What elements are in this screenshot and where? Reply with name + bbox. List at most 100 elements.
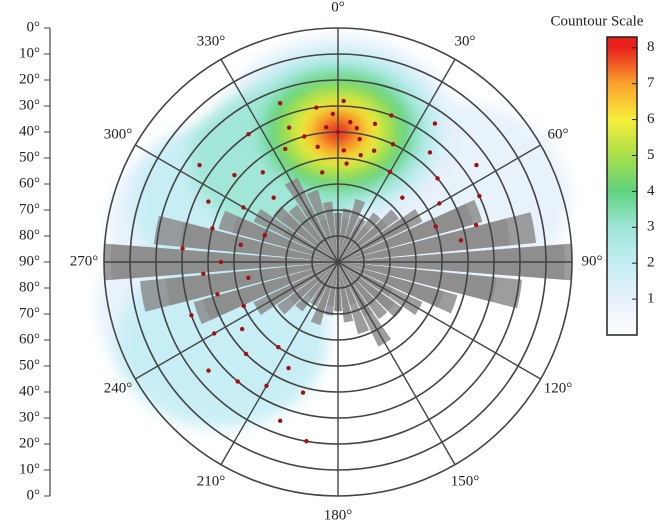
point: [348, 119, 353, 125]
point: [315, 144, 320, 149]
y-tick-label: 40°: [19, 123, 40, 139]
angle-label: 60°: [547, 126, 568, 142]
point: [371, 148, 377, 153]
point: [246, 275, 251, 281]
y-tick-label: 0°: [27, 487, 41, 503]
point: [324, 125, 329, 130]
point: [210, 226, 215, 231]
point: [335, 129, 341, 135]
point: [286, 125, 292, 130]
point: [389, 113, 394, 118]
point: [300, 390, 306, 395]
angle-label: 120°: [544, 380, 573, 396]
rose-bar: [324, 208, 338, 262]
y-tick-label: 80°: [19, 279, 40, 295]
point: [246, 132, 251, 137]
point: [239, 326, 245, 332]
angle-label: 210°: [197, 473, 226, 489]
y-tick-label: 40°: [19, 383, 40, 399]
point: [319, 170, 325, 175]
y-tick-label: 30°: [19, 97, 40, 113]
rose-bar: [280, 212, 338, 262]
point: [390, 141, 396, 147]
point: [330, 111, 336, 117]
y-tick-label: 60°: [19, 331, 40, 347]
angle-label: 150°: [451, 473, 480, 489]
rose-bar: [324, 262, 338, 316]
rose-bar: [319, 219, 338, 262]
y-tick-label: 50°: [19, 149, 40, 165]
rose-bar: [153, 215, 338, 262]
point-layer: [180, 98, 482, 444]
rose-bar: [338, 203, 474, 262]
point: [286, 365, 291, 371]
rose-bar: [338, 262, 357, 305]
point: [189, 313, 194, 318]
point: [277, 418, 283, 424]
spoke: [337, 59, 456, 263]
rose-bar: [306, 262, 338, 299]
point: [235, 379, 240, 384]
point: [458, 238, 464, 243]
point: [211, 331, 217, 336]
point: [197, 162, 202, 168]
point: [400, 195, 405, 200]
spoke: [135, 144, 339, 263]
rose-bar: [202, 262, 338, 321]
rose-bar: [338, 262, 352, 316]
point: [260, 170, 265, 175]
rose-bar: [300, 218, 338, 262]
y-tick-label: 30°: [19, 409, 40, 425]
grid-layer: [49, 27, 573, 497]
point: [180, 246, 185, 251]
rose-bar: [338, 262, 523, 309]
colorbar-tick-label: 6: [647, 111, 655, 127]
rose-bar: [253, 208, 338, 262]
colorbar: [606, 36, 638, 336]
point: [276, 344, 281, 350]
y-tick-label: 10°: [19, 45, 40, 61]
point: [206, 199, 211, 204]
y-tick-label: 20°: [19, 71, 40, 87]
point: [215, 292, 220, 297]
angle-label: 30°: [455, 33, 476, 49]
point: [477, 193, 482, 199]
point: [354, 125, 360, 131]
rose-bar: [266, 262, 338, 308]
point: [232, 172, 237, 178]
point: [314, 105, 319, 110]
spoke: [220, 261, 339, 465]
angle-label: 300°: [104, 126, 133, 142]
point: [474, 162, 479, 168]
angle-label: 270°: [70, 253, 99, 269]
point: [358, 152, 363, 158]
point: [427, 150, 433, 155]
rose-bar: [338, 208, 352, 262]
y-tick-label: 50°: [19, 357, 40, 373]
spoke: [220, 59, 339, 263]
point: [243, 351, 249, 357]
y-tick-label: 10°: [19, 461, 40, 477]
point: [341, 98, 346, 104]
point: [341, 148, 347, 153]
colorbar-tick-label: 1: [647, 291, 655, 307]
y-tick-label: 80°: [19, 227, 40, 243]
rose-bar: [288, 262, 338, 305]
colorbar-tick-label: 3: [647, 219, 655, 235]
point: [238, 242, 243, 248]
spoke: [337, 261, 541, 380]
point: [372, 121, 378, 127]
point: [473, 222, 479, 228]
y-tick-label: 60°: [19, 175, 40, 191]
label-layer: 0° 0° 10° 10° 20° 20° 30° 30° 40° 40° 50° 50° 60° 60°…: [19, 0, 603, 522]
rose-bar: [338, 216, 410, 262]
point: [387, 169, 393, 175]
point: [302, 134, 307, 139]
point: [277, 100, 283, 106]
angle-label: 240°: [104, 380, 133, 396]
point: [433, 224, 438, 229]
angle-label: 0°: [331, 0, 345, 15]
angle-label: 330°: [197, 33, 226, 49]
rose-bar: [165, 262, 338, 306]
spoke: [337, 261, 456, 465]
